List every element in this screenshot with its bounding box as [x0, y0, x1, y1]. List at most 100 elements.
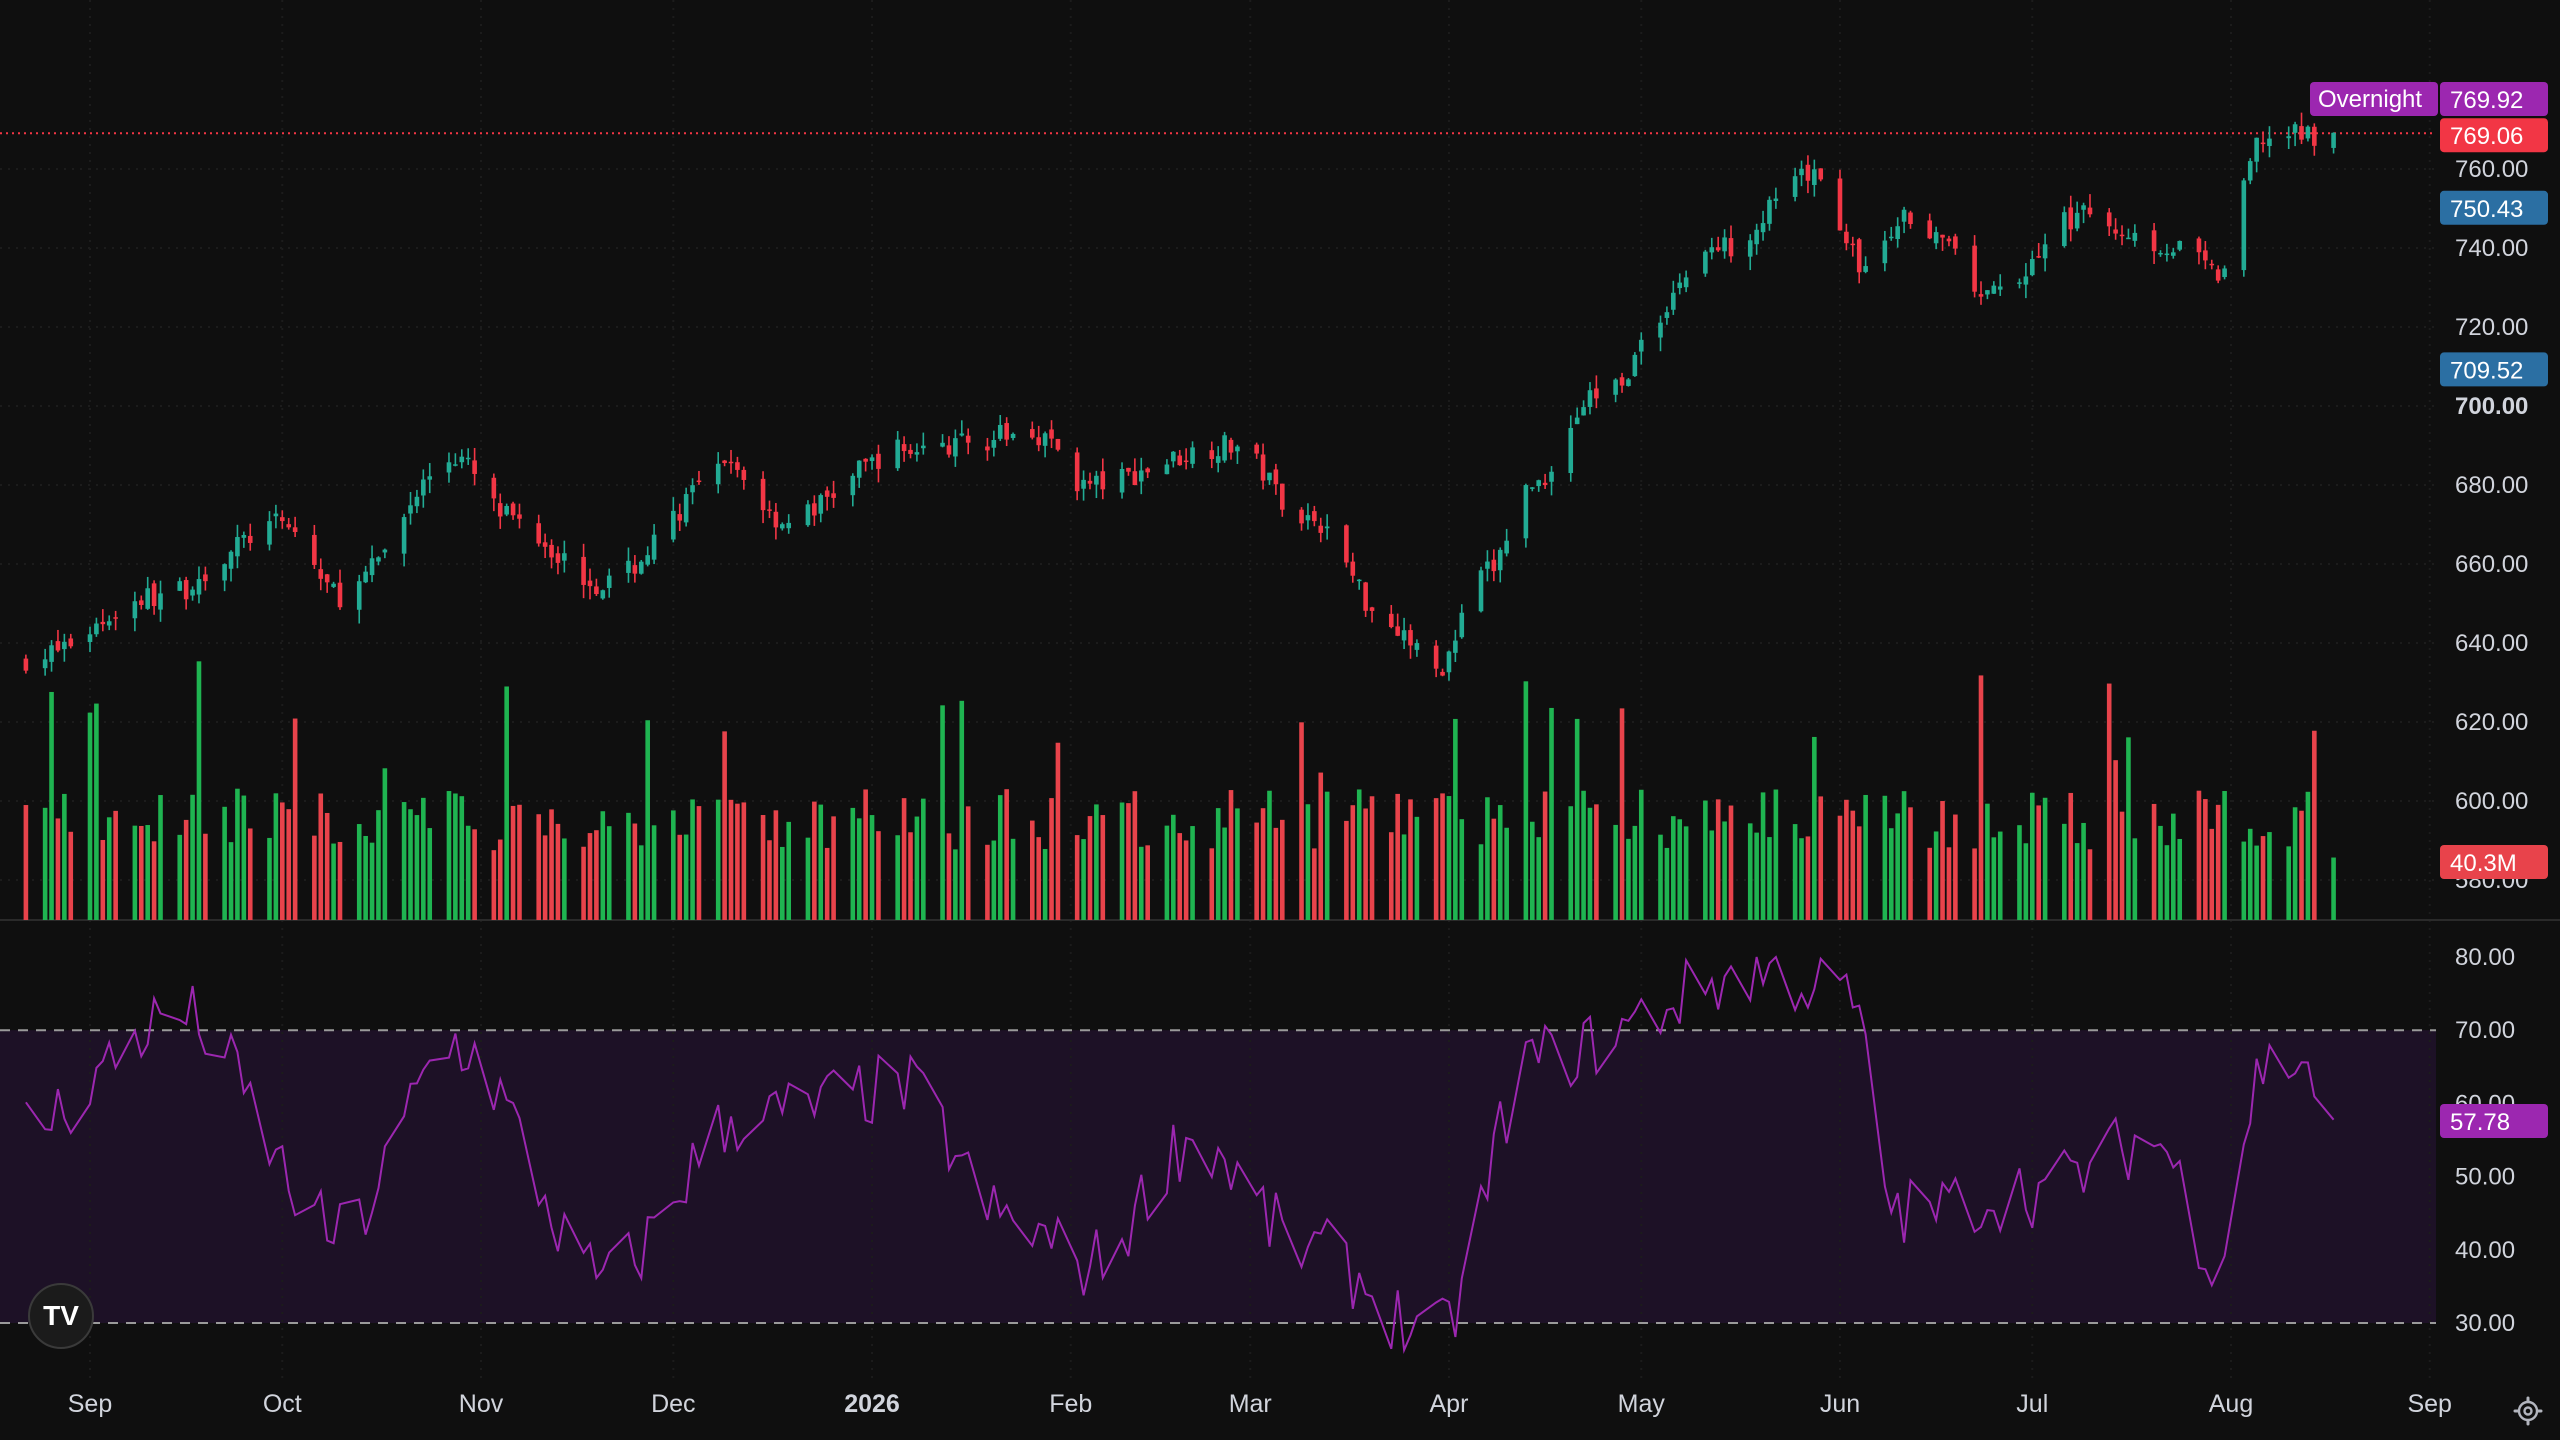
candle-body — [1087, 480, 1093, 484]
candle-body — [459, 456, 465, 463]
candle-body — [1882, 240, 1888, 264]
volume-bar — [1171, 814, 1176, 920]
candle-body — [1747, 240, 1753, 257]
volume-bar — [2081, 822, 2086, 920]
volume-bar — [901, 798, 907, 920]
sma-fast-tag: 750.43 — [2440, 190, 2548, 225]
volume-bar — [1190, 826, 1195, 920]
candle-body — [1504, 540, 1509, 554]
candle-body — [1356, 579, 1362, 582]
price-axis[interactable]: 760.00 740.00 720.00 700.00 680.00 660.00 640.… — [2455, 156, 2528, 894]
volume-bar — [1363, 808, 1368, 920]
volume-bar — [1818, 796, 1824, 920]
volume-bar — [183, 819, 189, 920]
candle-body — [2196, 238, 2202, 253]
candle-body — [2023, 276, 2029, 285]
candle-body — [1946, 238, 1952, 242]
time-tick-label: Oct — [263, 1390, 302, 1418]
candle-body — [1895, 226, 1900, 240]
volume-bar — [773, 810, 779, 920]
volume-bar — [2196, 790, 2202, 920]
volume-bar — [356, 824, 362, 920]
candle-body — [421, 479, 426, 496]
price-tick-label: 760.00 — [2455, 156, 2528, 183]
candle-body — [1145, 468, 1150, 473]
candle-body — [196, 579, 202, 595]
candle-body — [132, 601, 138, 619]
candle-body — [280, 517, 285, 522]
candle-body — [408, 505, 413, 514]
volume-bar — [235, 788, 240, 920]
candle-body — [158, 593, 163, 610]
candle-body — [715, 463, 721, 485]
volume-bar — [1626, 838, 1631, 920]
candle-body — [696, 480, 702, 483]
candle-body — [2312, 126, 2317, 146]
volume-bar — [2299, 810, 2304, 920]
candle-body — [671, 510, 676, 540]
volume-bar — [1728, 805, 1734, 920]
volume-bar — [991, 840, 997, 920]
candle-body — [991, 439, 997, 448]
volume-bar — [1619, 708, 1625, 920]
candle-body — [312, 534, 317, 565]
candle-body — [1953, 236, 1958, 249]
volume-bar — [228, 842, 234, 920]
volume-bar — [1459, 819, 1465, 920]
tradingview-logo[interactable]: TV — [28, 1283, 94, 1349]
volume-bar — [510, 805, 516, 920]
settings-button[interactable] — [2510, 1393, 2546, 1429]
volume-bar — [869, 815, 875, 920]
volume-bar — [2305, 791, 2311, 920]
volume-bar — [856, 818, 862, 920]
candle-body — [1459, 612, 1465, 638]
candle-body — [1626, 379, 1631, 386]
volume-bar — [1953, 814, 1958, 920]
volume-bar — [1235, 808, 1240, 920]
volume-bar — [100, 839, 106, 920]
rsi-band — [0, 1030, 2436, 1323]
volume-bar — [1940, 801, 1945, 920]
volume-bar — [1401, 834, 1407, 920]
candle-body — [1305, 515, 1311, 521]
volume-bar — [536, 814, 542, 920]
candle-body — [2036, 256, 2041, 258]
volume-bar — [1318, 772, 1324, 920]
volume-bar — [2177, 838, 2183, 920]
candle-body — [1683, 277, 1689, 288]
candle-body — [959, 433, 965, 436]
volume-bar — [1799, 838, 1804, 920]
candle-body — [203, 574, 208, 582]
volume-bar — [1671, 816, 1676, 920]
candle-body — [62, 641, 67, 650]
time-axis[interactable]: Sep Oct Nov Dec 2026 Feb Mar Apr May Jun Jul Aug Sep — [68, 1390, 2452, 1418]
candle-body — [106, 621, 112, 626]
volume-bar — [824, 847, 830, 920]
volume-bar — [2087, 849, 2093, 920]
candle-body — [760, 478, 766, 511]
time-tick-label: Feb — [1049, 1390, 1092, 1418]
candle-body — [1312, 511, 1317, 522]
candle-body — [1767, 199, 1772, 224]
candle-body — [581, 556, 586, 585]
volume-bar — [1414, 816, 1420, 920]
volume-bar — [1709, 830, 1715, 920]
rsi-tag: 57.78 — [2440, 1104, 2548, 1138]
volume-bar — [1754, 832, 1759, 920]
volume-bar — [1946, 847, 1952, 920]
volume-bar — [1440, 793, 1445, 920]
candle-body — [767, 509, 772, 511]
candle-body — [1408, 630, 1413, 646]
volume-bar — [1613, 824, 1618, 920]
candle-body — [1536, 480, 1542, 487]
candle-body — [1491, 559, 1497, 572]
candle-body — [1760, 223, 1766, 233]
overnight-badge-text: Overnight — [2318, 86, 2422, 113]
volume-bar — [1299, 722, 1304, 920]
volume-bar — [1408, 799, 1413, 920]
candle-body — [55, 641, 61, 651]
volume-bar — [542, 835, 548, 920]
volume-bar — [1574, 718, 1580, 920]
